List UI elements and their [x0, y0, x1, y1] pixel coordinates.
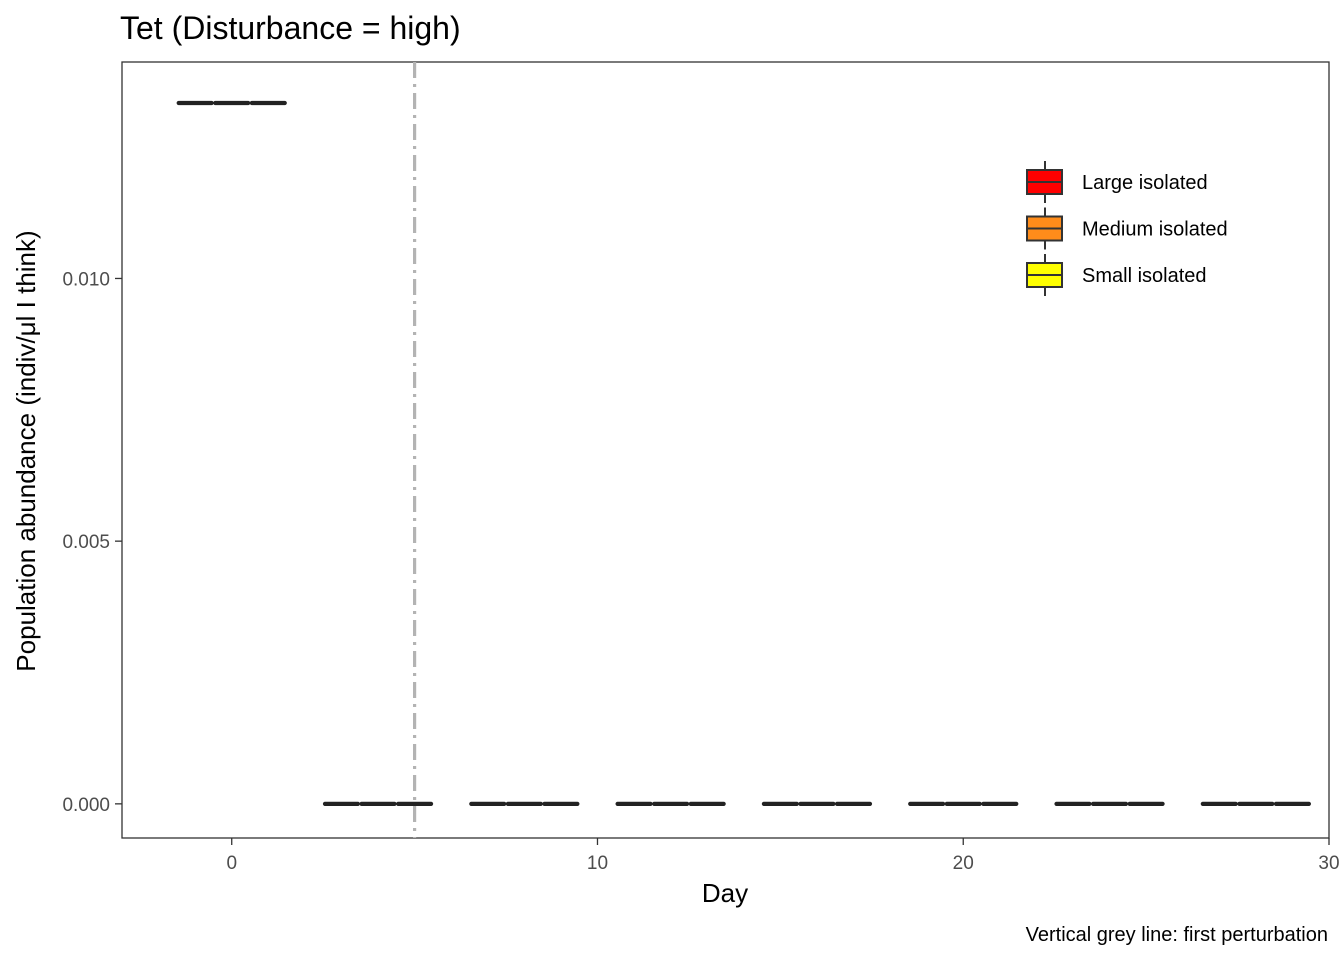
legend-item-small-isolated: Small isolated — [1026, 254, 1207, 296]
y-axis-title: Population abundance (indiv/μl I think) — [11, 230, 41, 671]
legend-item-medium-isolated: Medium isolated — [1026, 207, 1228, 250]
y-tick-label: 0.010 — [62, 269, 110, 290]
boxes-layer — [176, 100, 1311, 806]
x-axis: 0 10 20 30 — [226, 838, 1340, 874]
box-small-isolated-day-8 — [542, 801, 580, 806]
legend: Large isolated Medium isolated Small isola… — [1026, 161, 1228, 296]
plot-panel — [121, 61, 1330, 839]
box-large-isolated-day-20 — [908, 801, 946, 806]
box-medium-isolated-day-28 — [1237, 801, 1275, 806]
chart-title: Tet (Disturbance = high) — [120, 10, 461, 46]
box-medium-isolated-day-4 — [359, 801, 397, 806]
x-tick-label: 10 — [587, 853, 608, 874]
box-medium-isolated-day-0 — [213, 100, 251, 106]
x-axis-title: Day — [702, 878, 748, 908]
box-small-isolated-day-4 — [396, 801, 434, 806]
box-medium-isolated-day-20 — [944, 801, 982, 806]
box-small-isolated-day-28 — [1273, 801, 1311, 806]
box-medium-isolated-day-24 — [1090, 801, 1129, 806]
legend-label: Medium isolated — [1082, 219, 1228, 241]
legend-item-large-isolated: Large isolated — [1026, 161, 1208, 203]
x-tick-label: 30 — [1318, 853, 1339, 874]
box-medium-isolated-day-8 — [505, 801, 543, 806]
box-small-isolated-day-24 — [1127, 801, 1165, 806]
box-large-isolated-day-16 — [761, 801, 799, 806]
y-axis: 0.000 0.005 0.010 — [62, 269, 122, 816]
box-large-isolated-day-4 — [322, 801, 361, 806]
box-large-isolated-day-24 — [1054, 801, 1092, 806]
box-medium-isolated-day-12 — [652, 801, 690, 806]
x-tick-label: 0 — [226, 853, 237, 874]
box-small-isolated-day-16 — [834, 801, 873, 806]
box-large-isolated-day-12 — [615, 801, 653, 806]
box-large-isolated-day-0 — [176, 100, 214, 106]
box-large-isolated-day-8 — [469, 801, 507, 806]
legend-label: Small isolated — [1082, 265, 1207, 287]
y-tick-label: 0.000 — [62, 795, 110, 816]
x-tick-label: 20 — [953, 853, 974, 874]
box-large-isolated-day-28 — [1200, 801, 1238, 806]
box-small-isolated-day-12 — [688, 801, 726, 806]
box-small-isolated-day-20 — [981, 801, 1019, 806]
caption: Vertical grey line: first perturbation — [1026, 924, 1328, 946]
y-tick-label: 0.005 — [62, 532, 110, 553]
box-small-isolated-day-0 — [249, 100, 287, 106]
box-medium-isolated-day-16 — [798, 801, 836, 806]
legend-label: Large isolated — [1082, 172, 1208, 194]
